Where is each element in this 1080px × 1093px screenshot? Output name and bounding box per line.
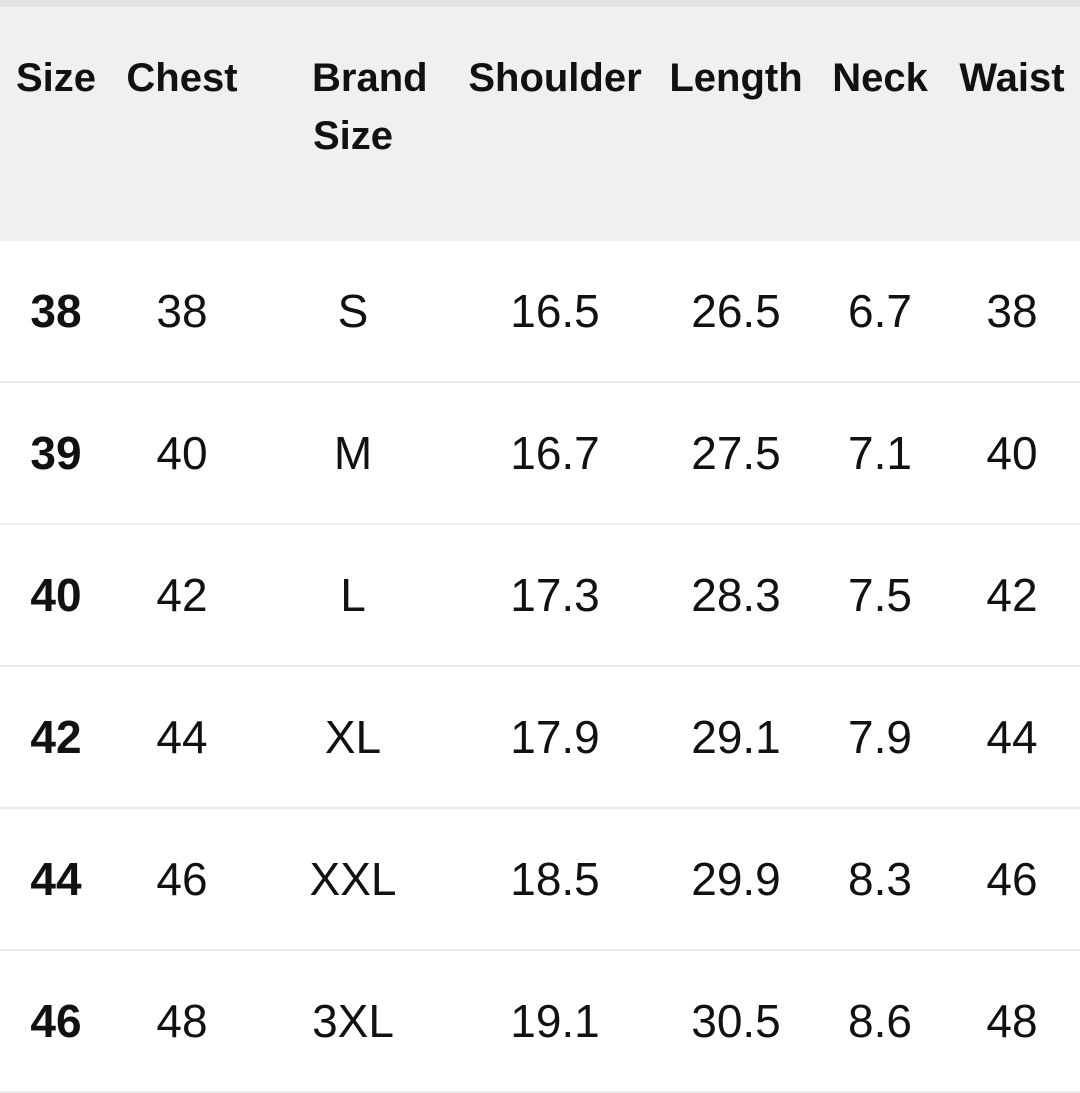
cell-length: 29.1 [656,666,816,809]
cell-brand-size: XL [252,666,454,809]
cell-shoulder: 17.9 [454,666,656,809]
cell-waist: 40 [944,382,1080,525]
cell-brand-size: M [252,382,454,525]
table-row: 39 40 M 16.7 27.5 7.1 40 [0,382,1080,525]
cell-shoulder: 16.7 [454,382,656,525]
cell-waist: 38 [944,241,1080,383]
cell-brand-size: L [252,524,454,667]
cell-neck: 8.3 [816,808,944,951]
header-shoulder: Shoulder [454,7,656,241]
cell-chest: 46 [112,808,252,951]
header-size: Size [0,7,112,241]
cell-length: 30.5 [656,950,816,1093]
header-row: Size Chest Brand Size Shoulder Length Neck Wai… [0,7,1080,241]
header-neck: Neck [816,7,944,241]
cell-waist: 44 [944,666,1080,809]
cell-size: 44 [0,808,112,951]
cell-waist: 42 [944,524,1080,667]
cell-size: 40 [0,524,112,667]
cell-length: 29.9 [656,808,816,951]
cell-waist: 48 [944,950,1080,1093]
cell-brand-size: S [252,241,454,383]
cell-shoulder: 17.3 [454,524,656,667]
cell-waist: 46 [944,808,1080,951]
cell-chest: 40 [112,382,252,525]
table-row: 40 42 L 17.3 28.3 7.5 42 [0,524,1080,667]
cell-neck: 6.7 [816,241,944,383]
cell-shoulder: 16.5 [454,241,656,383]
cell-brand-size: 3XL [252,950,454,1093]
table-row: 44 46 XXL 18.5 29.9 8.3 46 [0,808,1080,951]
header-chest: Chest [112,7,252,241]
cell-chest: 44 [112,666,252,809]
header-length: Length [656,7,816,241]
cell-chest: 48 [112,950,252,1093]
cell-shoulder: 19.1 [454,950,656,1093]
size-chart-table: Size Chest Brand Size Shoulder Length Neck Wai… [0,7,1080,1093]
table-row: 38 38 S 16.5 26.5 6.7 38 [0,241,1080,383]
cell-size: 42 [0,666,112,809]
cell-length: 27.5 [656,382,816,525]
cell-shoulder: 18.5 [454,808,656,951]
cell-size: 38 [0,241,112,383]
cell-chest: 42 [112,524,252,667]
table-row: 42 44 XL 17.9 29.1 7.9 44 [0,666,1080,809]
header-waist: Waist [944,7,1080,241]
cell-neck: 7.1 [816,382,944,525]
cell-neck: 8.6 [816,950,944,1093]
header-brand-size: Brand Size [252,7,454,241]
cell-neck: 7.9 [816,666,944,809]
table-row: 46 48 3XL 19.1 30.5 8.6 48 [0,950,1080,1093]
top-bar [0,0,1080,7]
cell-size: 39 [0,382,112,525]
cell-chest: 38 [112,241,252,383]
cell-brand-size: XXL [252,808,454,951]
cell-length: 26.5 [656,241,816,383]
cell-neck: 7.5 [816,524,944,667]
cell-size: 46 [0,950,112,1093]
cell-length: 28.3 [656,524,816,667]
